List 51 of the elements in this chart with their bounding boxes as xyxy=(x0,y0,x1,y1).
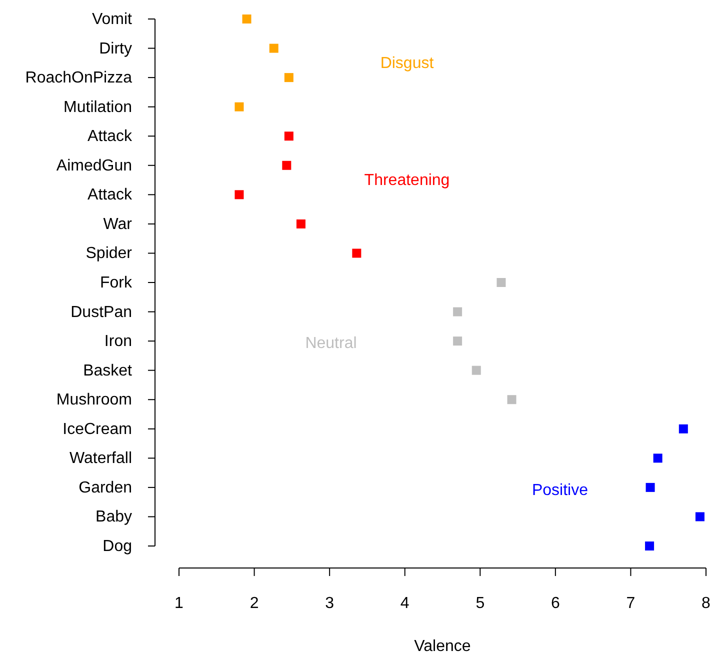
y-tick-label: Basket xyxy=(83,362,133,380)
y-tick-label: AimedGun xyxy=(56,157,132,174)
y-tick-label: Garden xyxy=(78,479,132,496)
x-tick-label: 7 xyxy=(626,595,636,612)
annotation: Disgust xyxy=(380,55,434,72)
point xyxy=(646,482,655,492)
y-tick-label: DustPan xyxy=(70,304,132,321)
y-tick-label: Mutilation xyxy=(64,98,132,116)
point xyxy=(234,190,244,200)
y-tick-label: Waterfall xyxy=(69,450,132,468)
x-tick-label: 8 xyxy=(702,595,711,612)
y-tick-label: RoachOnPizza xyxy=(25,70,132,87)
point xyxy=(472,366,481,375)
y-tick-label: Vomit xyxy=(92,11,133,28)
x-tick-label: 5 xyxy=(476,595,485,612)
y-tick-label: IceCream xyxy=(62,420,132,438)
x-tick-label: 1 xyxy=(174,595,184,612)
y-tick-label: Dog xyxy=(102,538,132,555)
point xyxy=(695,512,704,522)
point xyxy=(269,44,278,53)
point xyxy=(234,102,244,112)
y-tick-label: Mushroom xyxy=(56,392,132,409)
y-tick-label: Dirty xyxy=(99,40,132,58)
point xyxy=(645,542,654,550)
point xyxy=(453,307,462,316)
y-tick-label: Baby xyxy=(96,508,132,526)
y-tick-label: War xyxy=(103,216,133,233)
point xyxy=(496,278,506,287)
point xyxy=(296,219,306,228)
annotation: Neutral xyxy=(305,335,357,352)
y-tick-label: Spider xyxy=(86,245,133,262)
point xyxy=(352,248,362,258)
y-tick-label: Iron xyxy=(104,333,132,350)
y-tick-label: Attack xyxy=(88,186,133,204)
y-tick-label: Attack xyxy=(88,128,133,146)
annotation: Threatening xyxy=(364,172,450,189)
point xyxy=(678,424,688,434)
point xyxy=(507,395,516,404)
annotation: Positive xyxy=(532,482,588,499)
x-axis-title: Valence xyxy=(414,638,471,654)
point xyxy=(284,132,294,141)
point xyxy=(453,336,462,346)
y-tick-label: Fork xyxy=(100,274,133,292)
x-tick-label: 3 xyxy=(325,595,334,612)
point xyxy=(284,73,294,82)
x-tick-label: 4 xyxy=(400,595,410,612)
x-tick-label: 2 xyxy=(250,595,259,612)
x-tick-label: 6 xyxy=(550,595,560,612)
point xyxy=(653,454,662,463)
point xyxy=(282,160,292,170)
point xyxy=(242,14,252,24)
